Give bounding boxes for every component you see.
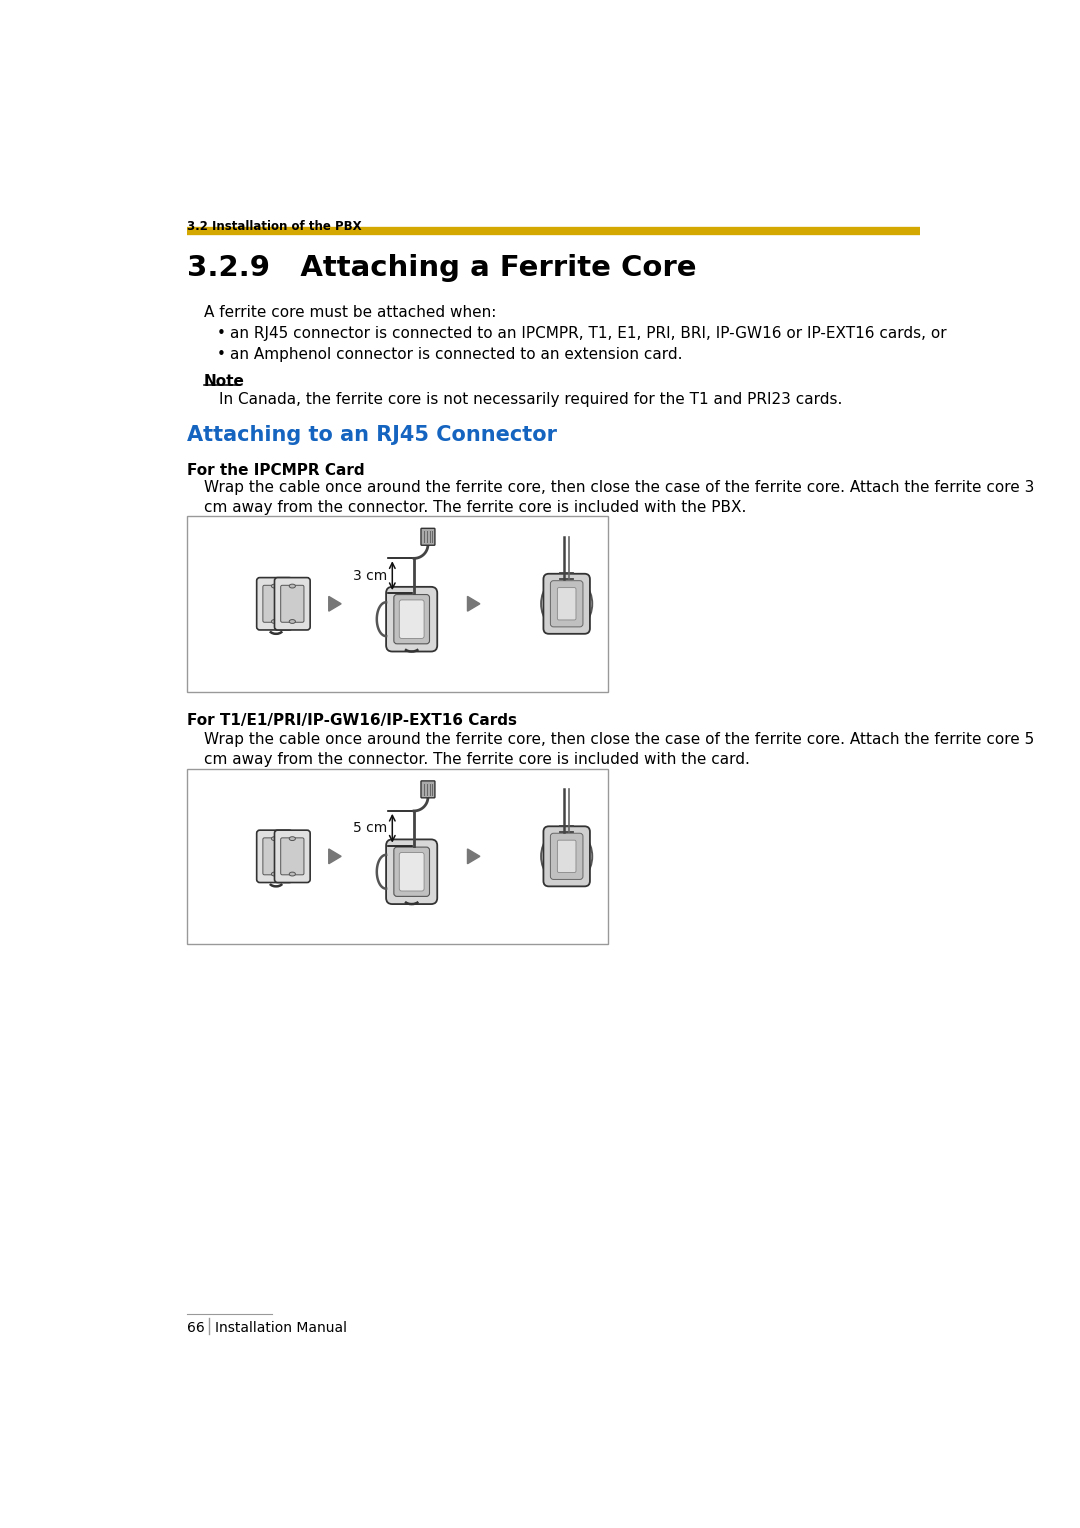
- Ellipse shape: [289, 872, 296, 876]
- Text: 3.2 Installation of the PBX: 3.2 Installation of the PBX: [187, 220, 362, 234]
- FancyBboxPatch shape: [543, 827, 590, 886]
- Bar: [187, 516, 608, 692]
- Ellipse shape: [271, 837, 278, 840]
- FancyBboxPatch shape: [257, 830, 293, 883]
- FancyBboxPatch shape: [400, 853, 424, 891]
- FancyBboxPatch shape: [543, 573, 590, 634]
- Text: Wrap the cable once around the ferrite core, then close the case of the ferrite : Wrap the cable once around the ferrite c…: [204, 732, 1035, 767]
- FancyBboxPatch shape: [394, 847, 430, 897]
- Text: A ferrite core must be attached when:: A ferrite core must be attached when:: [204, 306, 497, 319]
- Polygon shape: [468, 596, 480, 611]
- FancyBboxPatch shape: [387, 839, 437, 905]
- Text: Attaching to an RJ45 Connector: Attaching to an RJ45 Connector: [187, 425, 557, 445]
- FancyBboxPatch shape: [262, 585, 286, 622]
- Ellipse shape: [271, 619, 278, 623]
- Ellipse shape: [289, 619, 296, 623]
- Text: For the IPCMPR Card: For the IPCMPR Card: [187, 463, 365, 478]
- FancyBboxPatch shape: [400, 601, 424, 639]
- FancyBboxPatch shape: [557, 840, 576, 872]
- Ellipse shape: [289, 837, 296, 840]
- Text: Note: Note: [204, 374, 245, 390]
- Text: •: •: [216, 325, 226, 341]
- FancyBboxPatch shape: [281, 585, 303, 622]
- FancyBboxPatch shape: [274, 578, 310, 630]
- Text: Installation Manual: Installation Manual: [215, 1322, 347, 1335]
- Text: 5 cm: 5 cm: [353, 821, 388, 836]
- Text: •: •: [216, 347, 226, 362]
- FancyBboxPatch shape: [551, 833, 583, 880]
- Text: 3.2.9   Attaching a Ferrite Core: 3.2.9 Attaching a Ferrite Core: [187, 254, 697, 283]
- FancyBboxPatch shape: [421, 529, 435, 545]
- FancyBboxPatch shape: [394, 594, 430, 643]
- Text: an Amphenol connector is connected to an extension card.: an Amphenol connector is connected to an…: [230, 347, 683, 362]
- Text: 66: 66: [187, 1322, 205, 1335]
- Polygon shape: [468, 850, 480, 863]
- FancyBboxPatch shape: [551, 581, 583, 626]
- FancyBboxPatch shape: [281, 837, 303, 876]
- Bar: [187, 769, 608, 944]
- Text: 3 cm: 3 cm: [353, 568, 388, 582]
- Polygon shape: [328, 850, 341, 863]
- Text: Wrap the cable once around the ferrite core, then close the case of the ferrite : Wrap the cable once around the ferrite c…: [204, 480, 1035, 515]
- FancyBboxPatch shape: [387, 587, 437, 651]
- FancyBboxPatch shape: [557, 588, 576, 620]
- FancyBboxPatch shape: [262, 837, 286, 876]
- Ellipse shape: [271, 584, 278, 588]
- Ellipse shape: [271, 872, 278, 876]
- Text: an RJ45 connector is connected to an IPCMPR, T1, E1, PRI, BRI, IP-GW16 or IP-EXT: an RJ45 connector is connected to an IPC…: [230, 325, 946, 341]
- Ellipse shape: [289, 584, 296, 588]
- Text: In Canada, the ferrite core is not necessarily required for the T1 and PRI23 car: In Canada, the ferrite core is not neces…: [219, 393, 842, 406]
- FancyBboxPatch shape: [257, 578, 293, 630]
- FancyBboxPatch shape: [274, 830, 310, 883]
- Polygon shape: [328, 596, 341, 611]
- FancyBboxPatch shape: [421, 781, 435, 798]
- Text: For T1/E1/PRI/IP-GW16/IP-EXT16 Cards: For T1/E1/PRI/IP-GW16/IP-EXT16 Cards: [187, 714, 517, 729]
